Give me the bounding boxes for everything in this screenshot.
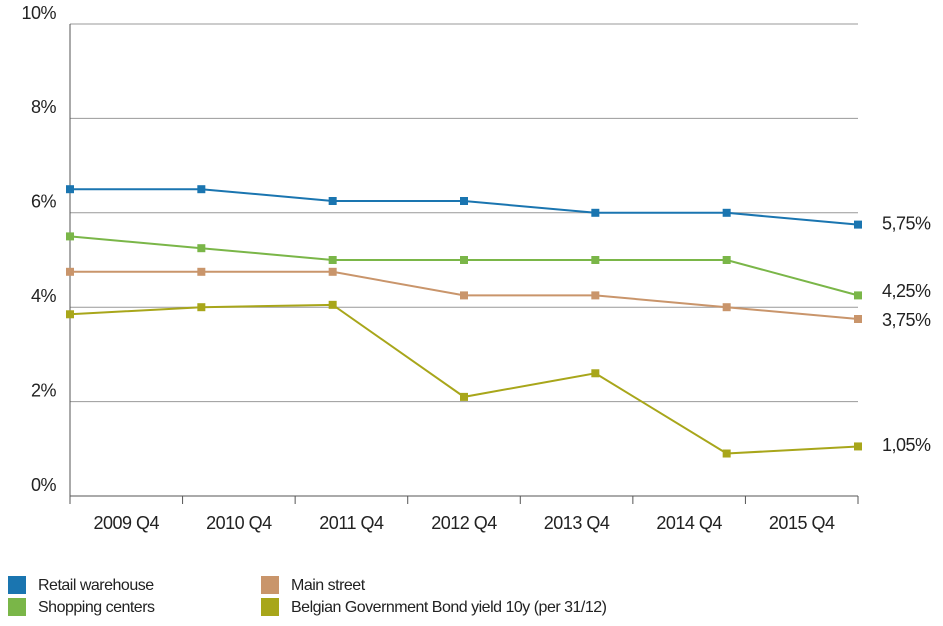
value-label: 4,25% [882, 281, 931, 301]
x-tick-label: 2012 Q4 [431, 513, 497, 533]
x-tick-label: 2014 Q4 [656, 513, 722, 533]
legend-swatch [261, 576, 279, 594]
point [66, 232, 74, 241]
y-tick-label: 4% [31, 286, 57, 306]
point [66, 310, 74, 319]
point [854, 315, 862, 323]
x-tick-label: 2013 Q4 [544, 513, 610, 533]
y-tick-label: 6% [31, 192, 57, 212]
point [460, 392, 468, 401]
legend-swatch [8, 598, 26, 616]
point [591, 256, 600, 264]
point [197, 303, 206, 312]
point [722, 449, 731, 458]
point [328, 267, 337, 276]
point [854, 291, 862, 300]
point [197, 267, 206, 276]
value-label: 5,75% [882, 213, 931, 233]
legend-label: Belgian Government Bond yield 10y (per 3… [291, 599, 607, 616]
series-line [69, 235, 859, 297]
point [460, 291, 468, 300]
point [854, 220, 862, 229]
legend-swatch [8, 576, 26, 594]
point [854, 442, 862, 451]
point [328, 197, 337, 205]
point [66, 267, 74, 276]
x-tick-label: 2010 Q4 [206, 513, 272, 533]
series-line [69, 303, 859, 455]
legend-label: Shopping centers [38, 599, 155, 616]
y-tick-label: 8% [31, 97, 57, 117]
value-label: 3,75% [882, 310, 931, 330]
point [722, 208, 731, 217]
point [66, 185, 74, 194]
series-line [70, 188, 859, 226]
legend-label: Retail warehouse [38, 577, 154, 594]
point [328, 300, 337, 309]
point [591, 208, 600, 217]
value-label: 1,05% [882, 435, 931, 455]
point [460, 197, 468, 205]
point [328, 256, 337, 264]
point [722, 256, 731, 264]
x-tick-label: 2015 Q4 [769, 513, 835, 533]
legend-label: Main street [291, 577, 366, 594]
point [591, 369, 600, 378]
x-tick-label: 2011 Q4 [319, 513, 384, 533]
y-tick-label: 10% [21, 3, 56, 23]
legend-swatch [261, 598, 279, 616]
point [722, 303, 731, 312]
point [460, 256, 468, 264]
point [591, 291, 600, 300]
y-tick-label: 0% [31, 475, 57, 495]
point [197, 185, 206, 194]
y-tick-label: 2% [31, 380, 57, 400]
point [197, 244, 206, 253]
x-tick-label: 2009 Q4 [94, 513, 160, 533]
